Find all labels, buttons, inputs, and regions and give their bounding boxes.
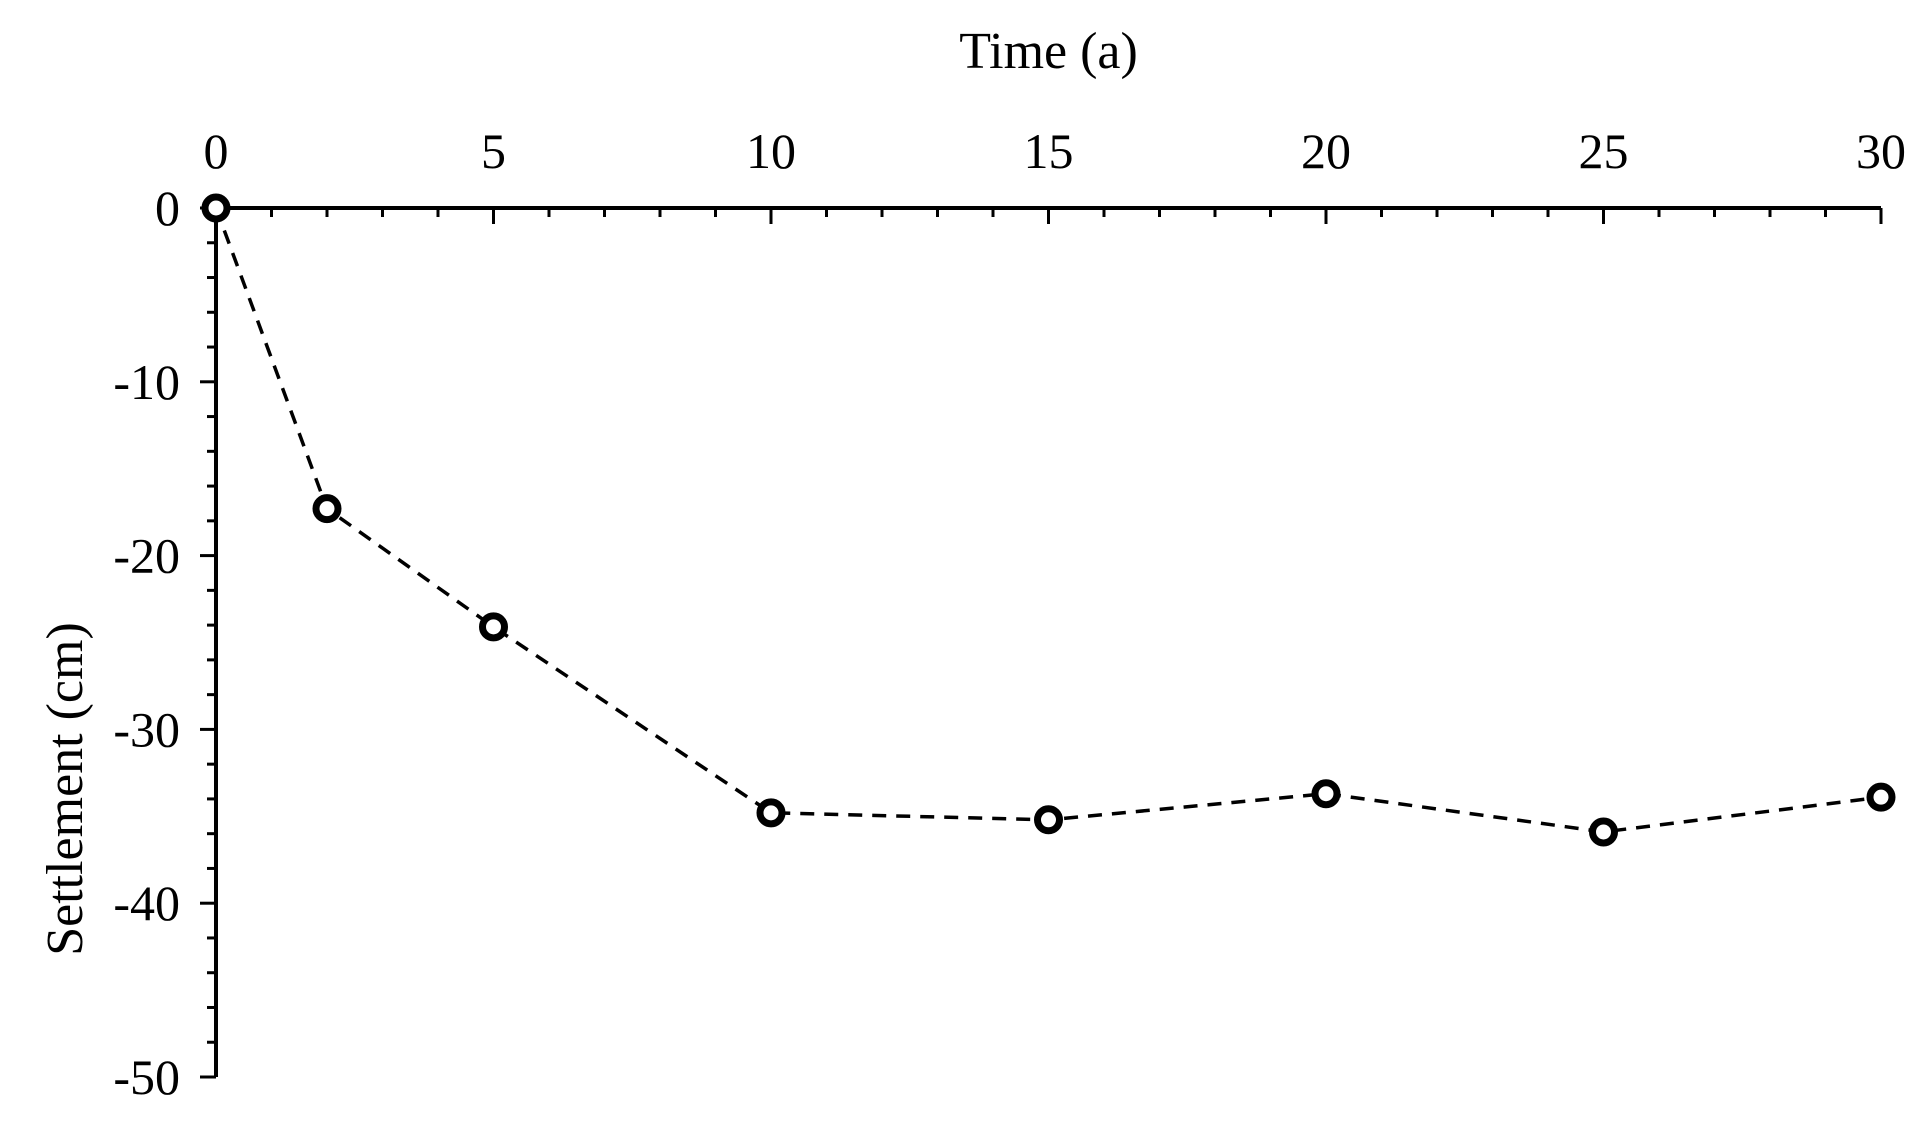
data-point [1589,817,1618,847]
y-tick-label: -20 [113,528,180,584]
y-tick-label: 0 [155,180,180,236]
data-point [1034,805,1063,835]
x-tick-label: 20 [1301,123,1351,179]
ticks-layer [200,206,1883,1079]
x-tick-label: 30 [1856,123,1906,179]
data-point [312,494,342,524]
tick-labels-layer: 0 5 10 15 20 25 30 0 -10 -20 -30 -40 -50 [113,123,1906,1105]
data-point [479,612,508,642]
x-tick-label: 25 [1579,123,1629,179]
x-tick-label: 15 [1024,123,1074,179]
series-line [214,207,1882,834]
data-point [201,193,231,223]
y-tick-label: -40 [113,875,180,931]
data-point [1311,779,1341,809]
y-tick-label: -50 [113,1049,180,1105]
x-tick-label: 10 [746,123,796,179]
y-tick-label: -10 [113,354,180,410]
x-tick-label: 0 [204,123,229,179]
y-axis-title: Settlement (cm) [37,622,94,956]
data-point [1866,782,1896,812]
data-point [756,798,786,828]
x-axis-title: Time (a) [959,23,1138,80]
markers-layer [201,193,1896,847]
y-tick-label: -30 [113,701,180,757]
x-tick-label: 5 [481,123,506,179]
